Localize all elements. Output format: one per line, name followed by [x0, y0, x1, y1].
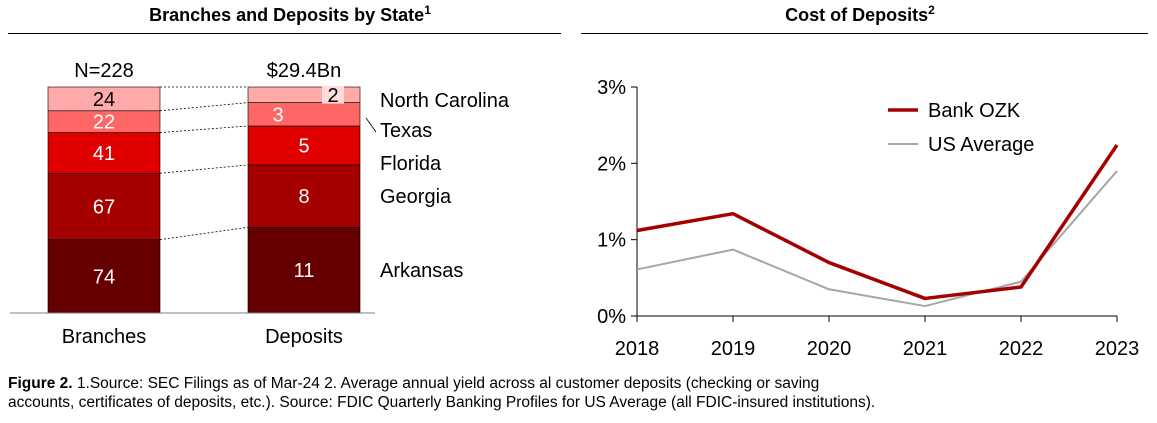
bar-segment-branches-arkansas	[47, 239, 161, 314]
texas-leader-line	[365, 117, 377, 133]
y-tick-label-1: 1%	[597, 230, 626, 252]
right-title-footnote: 2	[928, 3, 935, 17]
state-label-texas: Texas	[380, 120, 432, 142]
category-label-deposits: Deposits	[265, 326, 343, 348]
left-title-footnote: 1	[424, 3, 431, 17]
connector-line-texas	[159, 102, 249, 112]
caption-line-2: accounts, certificates of deposits, etc.…	[8, 394, 876, 411]
bar-data-label-branches-north-carolina: 24	[93, 89, 115, 111]
left-title-rule	[8, 33, 561, 34]
x-tick-label-2021: 2021	[903, 338, 948, 360]
connector-line-florida	[159, 125, 249, 133]
bar-data-label-branches-arkansas: 74	[93, 266, 115, 288]
bar-segment-deposits-georgia	[247, 164, 361, 228]
series-line-bank-ozk	[636, 144, 1119, 301]
caption-label: Figure 2.	[8, 375, 73, 392]
bar-data-label-branches-florida: 41	[93, 143, 115, 165]
bar-segment-branches-florida	[47, 132, 161, 174]
bar-data-label-branches-texas: 22	[93, 112, 115, 134]
caption-line-1: Figure 2. 1.Source: SEC Filings as of Ma…	[8, 374, 1153, 393]
x-tick-label-2018: 2018	[615, 338, 660, 360]
state-label-north-carolina: North Carolina	[380, 90, 510, 112]
state-label-georgia: Georgia	[380, 186, 452, 208]
right-chart-title: Cost of Deposits2	[630, 3, 1090, 26]
y-tick-label-2: 2%	[597, 153, 626, 175]
figure-caption: Figure 2. 1.Source: SEC Filings as of Ma…	[8, 374, 1153, 412]
bar-segment-branches-georgia	[47, 172, 161, 240]
connector-line-georgia	[159, 164, 249, 174]
bar-total-label-deposits: $29.4Bn	[267, 60, 342, 82]
state-label-florida: Florida	[380, 153, 442, 175]
bar-segment-deposits-florida	[247, 125, 361, 166]
y-tick-label-3: 3%	[597, 77, 626, 99]
bar-data-label-deposits-north-carolina: 2	[327, 85, 338, 107]
bar-segment-branches-north-carolina	[47, 86, 161, 112]
legend-label-us-average: US Average	[928, 134, 1034, 156]
bar-data-label-branches-georgia: 67	[93, 196, 115, 218]
legend-label-bank-ozk: Bank OZK	[928, 100, 1021, 122]
left-chart-title: Branches and Deposits by State1	[40, 3, 540, 26]
right-title-rule	[581, 33, 1148, 34]
caption-text-1: 1.Source: SEC Filings as of Mar-24 2. Av…	[72, 375, 820, 392]
x-tick-label-2020: 2020	[807, 338, 852, 360]
connector-line-arkansas	[159, 226, 249, 241]
bar-data-label-deposits-arkansas: 11	[294, 260, 315, 282]
category-label-branches: Branches	[62, 326, 147, 348]
bar-total-label-branches: N=228	[74, 60, 134, 82]
x-tick-label-2022: 2022	[999, 338, 1044, 360]
x-tick-label-2023: 2023	[1095, 338, 1140, 360]
bar-data-label-deposits-florida: 5	[298, 135, 309, 157]
y-tick-label-0: 0%	[597, 306, 626, 328]
state-label-arkansas: Arkansas	[380, 260, 463, 282]
series-line-us-average	[636, 170, 1118, 308]
right-chart-title-text: Cost of Deposits	[785, 5, 929, 25]
bar-data-label-deposits-georgia: 8	[298, 186, 309, 208]
left-chart-title-text: Branches and Deposits by State	[149, 5, 425, 25]
x-tick-label-2019: 2019	[711, 338, 756, 360]
bar-segment-deposits-arkansas	[247, 226, 361, 314]
bar-data-label-deposits-texas: 3	[272, 104, 283, 126]
bar-data-label-bg-north-carolina	[322, 86, 344, 104]
line-chart: 0% 1% 2% 3% 2018 2019 2020 2021 2022 2023 Bank OZK…	[597, 77, 1140, 360]
